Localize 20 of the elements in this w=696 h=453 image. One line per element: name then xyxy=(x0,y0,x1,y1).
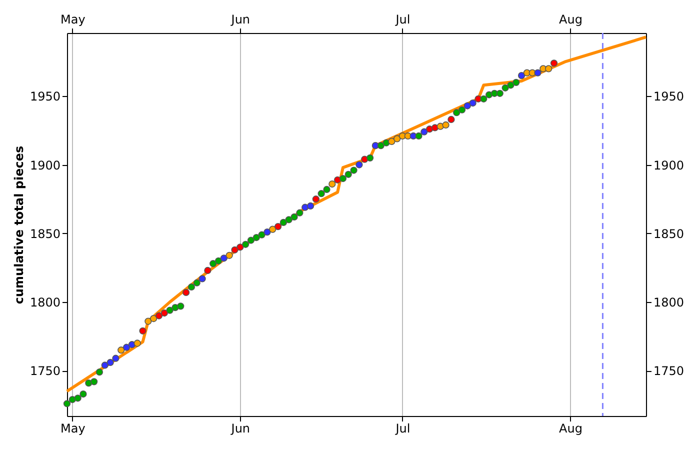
x-tick-label: Jul xyxy=(394,422,410,436)
x-tick-label: Aug xyxy=(559,422,582,436)
y2-tick-label: 1750 xyxy=(654,364,684,378)
x-tick-label: May xyxy=(60,422,86,436)
y2-tick-label: 1900 xyxy=(654,158,684,172)
y-tick-label: 1950 xyxy=(30,90,60,104)
y-tick-label: 1850 xyxy=(30,226,60,241)
y2-tick-label: 1850 xyxy=(654,226,684,241)
x2-tick-label: May xyxy=(60,12,86,26)
y-axis-title: cumulative total pieces xyxy=(12,146,26,304)
y-tick-label: 1750 xyxy=(30,364,60,378)
x2-tick-label: Aug xyxy=(559,12,582,26)
x2-tick-label: Jun xyxy=(230,12,250,26)
x-tick-label: Jun xyxy=(230,422,250,436)
line-series xyxy=(66,36,648,393)
y-tick-label: 1800 xyxy=(30,296,60,310)
x2-tick-label: Jul xyxy=(394,12,410,26)
y-tick-label: 1900 xyxy=(30,158,60,172)
y2-tick-label: 1800 xyxy=(654,296,684,310)
y2-tick-label: 1950 xyxy=(654,90,684,104)
